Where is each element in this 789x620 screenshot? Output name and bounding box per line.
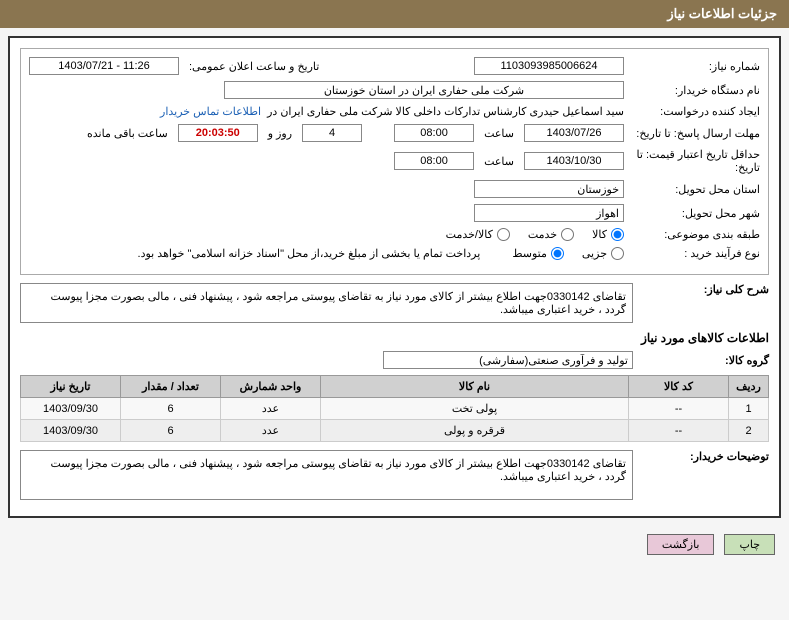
city-label: شهر محل تحویل: — [630, 207, 760, 220]
cat-service-label: خدمت — [528, 228, 557, 241]
reply-date-input[interactable] — [524, 124, 624, 142]
proc-medium-radio[interactable] — [551, 247, 564, 260]
page-header: جزئیات اطلاعات نیاز — [0, 0, 789, 28]
button-row: چاپ بازگشت — [0, 526, 789, 563]
need-no-label: شماره نیاز: — [630, 60, 760, 73]
th-date: تاریخ نیاز — [21, 376, 121, 398]
days-remaining-input — [302, 124, 362, 142]
cat-goods-label: کالا — [592, 228, 607, 241]
desc-textarea[interactable]: تقاضای 0330142جهت اطلاع بیشتر از کالای م… — [20, 283, 633, 323]
print-button[interactable]: چاپ — [724, 534, 775, 555]
hour-label-2: ساعت — [480, 155, 518, 168]
cat-service-radio[interactable] — [561, 228, 574, 241]
th-unit: واحد شمارش — [221, 376, 321, 398]
proc-small-label: جزیی — [582, 247, 607, 260]
buyer-notes-textarea[interactable]: تقاضای 0330142جهت اطلاع بیشتر از کالای م… — [20, 450, 633, 500]
cat-both-radio[interactable] — [497, 228, 510, 241]
cell-row: 2 — [729, 420, 769, 442]
th-name: نام کالا — [321, 376, 629, 398]
th-qty: تعداد / مقدار — [121, 376, 221, 398]
valid-until-label: حداقل تاریخ اعتبار قیمت: تا تاریخ: — [630, 148, 760, 174]
cat-goods-radio[interactable] — [611, 228, 624, 241]
items-table: ردیف کد کالا نام کالا واحد شمارش تعداد /… — [20, 375, 769, 442]
buyer-label: نام دستگاه خریدار: — [630, 84, 760, 97]
desc-label: شرح کلی نیاز: — [639, 283, 769, 296]
days-and-label: روز و — [264, 127, 296, 140]
requester-label: ایجاد کننده درخواست: — [630, 105, 760, 118]
th-code: کد کالا — [629, 376, 729, 398]
cell-date: 1403/09/30 — [21, 398, 121, 420]
group-input[interactable] — [383, 351, 633, 369]
cell-unit: عدد — [221, 398, 321, 420]
valid-hour-input[interactable] — [394, 152, 474, 170]
buyer-input[interactable] — [224, 81, 624, 99]
payment-note: پرداخت تمام یا بخشی از مبلغ خرید،از محل … — [138, 247, 481, 260]
remaining-suffix: ساعت باقی مانده — [83, 127, 172, 140]
details-box: شماره نیاز: تاریخ و ساعت اعلان عمومی: نا… — [20, 48, 769, 275]
cell-qty: 6 — [121, 398, 221, 420]
cell-unit: عدد — [221, 420, 321, 442]
th-row: ردیف — [729, 376, 769, 398]
cell-code: -- — [629, 398, 729, 420]
reply-hour-input[interactable] — [394, 124, 474, 142]
proc-medium-label: متوسط — [512, 247, 547, 260]
cell-qty: 6 — [121, 420, 221, 442]
main-container: شماره نیاز: تاریخ و ساعت اعلان عمومی: نا… — [8, 36, 781, 518]
category-label: طبقه بندی موضوعی: — [630, 228, 760, 241]
cell-name: پولی تخت — [321, 398, 629, 420]
group-label: گروه کالا: — [639, 354, 769, 367]
process-label: نوع فرآیند خرید : — [630, 247, 760, 260]
back-button[interactable]: بازگشت — [647, 534, 715, 555]
city-input[interactable] — [474, 204, 624, 222]
contact-link[interactable]: اطلاعات تماس خریدار — [160, 105, 261, 118]
cell-name: قرقره و پولی — [321, 420, 629, 442]
hour-label-1: ساعت — [480, 127, 518, 140]
buyer-notes-label: توضیحات خریدار: — [639, 450, 769, 463]
province-label: استان محل تحویل: — [630, 183, 760, 196]
time-remaining-input — [178, 124, 258, 142]
cell-date: 1403/09/30 — [21, 420, 121, 442]
items-section-title: اطلاعات کالاهای مورد نیاز — [20, 331, 769, 345]
valid-date-input[interactable] — [524, 152, 624, 170]
province-input[interactable] — [474, 180, 624, 198]
category-radio-group: کالا خدمت کالا/خدمت — [446, 228, 624, 241]
process-radio-group: جزیی متوسط — [512, 247, 624, 260]
table-row: 2--قرقره و پولیعدد61403/09/30 — [21, 420, 769, 442]
cell-row: 1 — [729, 398, 769, 420]
table-row: 1--پولی تختعدد61403/09/30 — [21, 398, 769, 420]
announce-label: تاریخ و ساعت اعلان عمومی: — [185, 60, 323, 73]
announce-dt-input[interactable] — [29, 57, 179, 75]
cat-both-label: کالا/خدمت — [446, 228, 493, 241]
need-no-input[interactable] — [474, 57, 624, 75]
cell-code: -- — [629, 420, 729, 442]
proc-small-radio[interactable] — [611, 247, 624, 260]
reply-deadline-label: مهلت ارسال پاسخ: تا تاریخ: — [630, 127, 760, 140]
requester-text: سید اسماعیل حیدری کارشناس تدارکات داخلی … — [267, 105, 624, 118]
